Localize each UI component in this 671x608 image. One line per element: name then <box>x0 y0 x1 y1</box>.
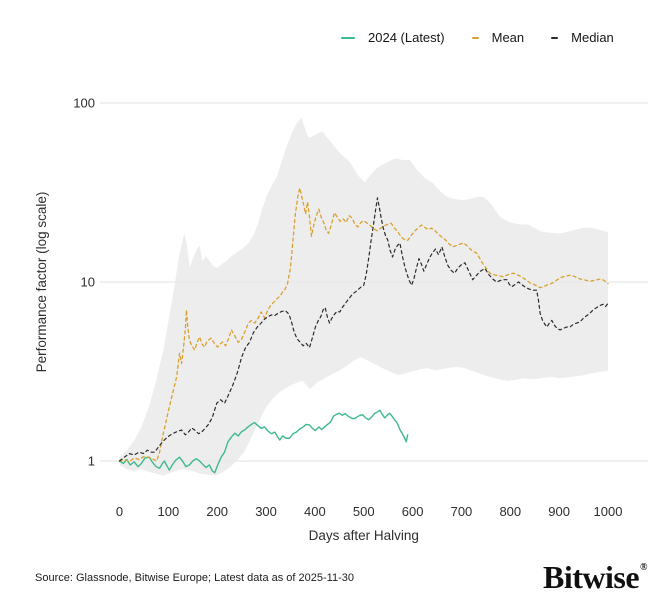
series-line-mean <box>118 187 609 463</box>
x-tick-label: 0 <box>116 504 123 519</box>
series-line-2024-latest- <box>118 409 409 474</box>
x-tick-label: 100 <box>157 504 179 519</box>
legend-item-2024-latest: 2024 (Latest) <box>341 30 445 45</box>
range-band <box>119 117 608 476</box>
registered-mark: ® <box>640 562 647 573</box>
y-tick-label: 10 <box>81 275 95 290</box>
x-tick-label: 800 <box>499 504 521 519</box>
y-tick-label: 100 <box>73 96 95 111</box>
legend-label-2024-latest: 2024 (Latest) <box>368 30 445 45</box>
x-tick-label: 400 <box>304 504 326 519</box>
legend-swatch-median <box>551 36 559 39</box>
source-note: Source: Glassnode, Bitwise Europe; Lates… <box>35 572 354 584</box>
x-tick-label: 900 <box>548 504 570 519</box>
x-tick-label: 300 <box>255 504 277 519</box>
legend-label-mean: Mean <box>491 30 525 45</box>
legend-swatch-mean <box>471 36 479 39</box>
x-tick-label: 1000 <box>594 504 623 519</box>
series-line-median <box>118 197 609 462</box>
y-axis-title: Performance factor (log scale) <box>34 192 49 373</box>
bitwise-logo: Bitwise® <box>542 559 648 596</box>
x-tick-label: 600 <box>402 504 424 519</box>
legend-swatch-2024-latest <box>341 36 355 39</box>
x-axis-title: Days after Halving <box>309 528 419 543</box>
x-tick-label: 200 <box>206 504 228 519</box>
x-tick-label: 500 <box>353 504 375 519</box>
bitwise-logo-text: Bitwise <box>542 559 640 595</box>
legend-item-median: Median <box>551 30 614 45</box>
legend-item-mean: Mean <box>471 30 525 45</box>
legend-label-median: Median <box>571 30 614 45</box>
legend: 2024 (Latest) Mean Median <box>341 30 614 45</box>
x-tick-label: 700 <box>451 504 473 519</box>
y-tick-label: 1 <box>88 454 95 469</box>
